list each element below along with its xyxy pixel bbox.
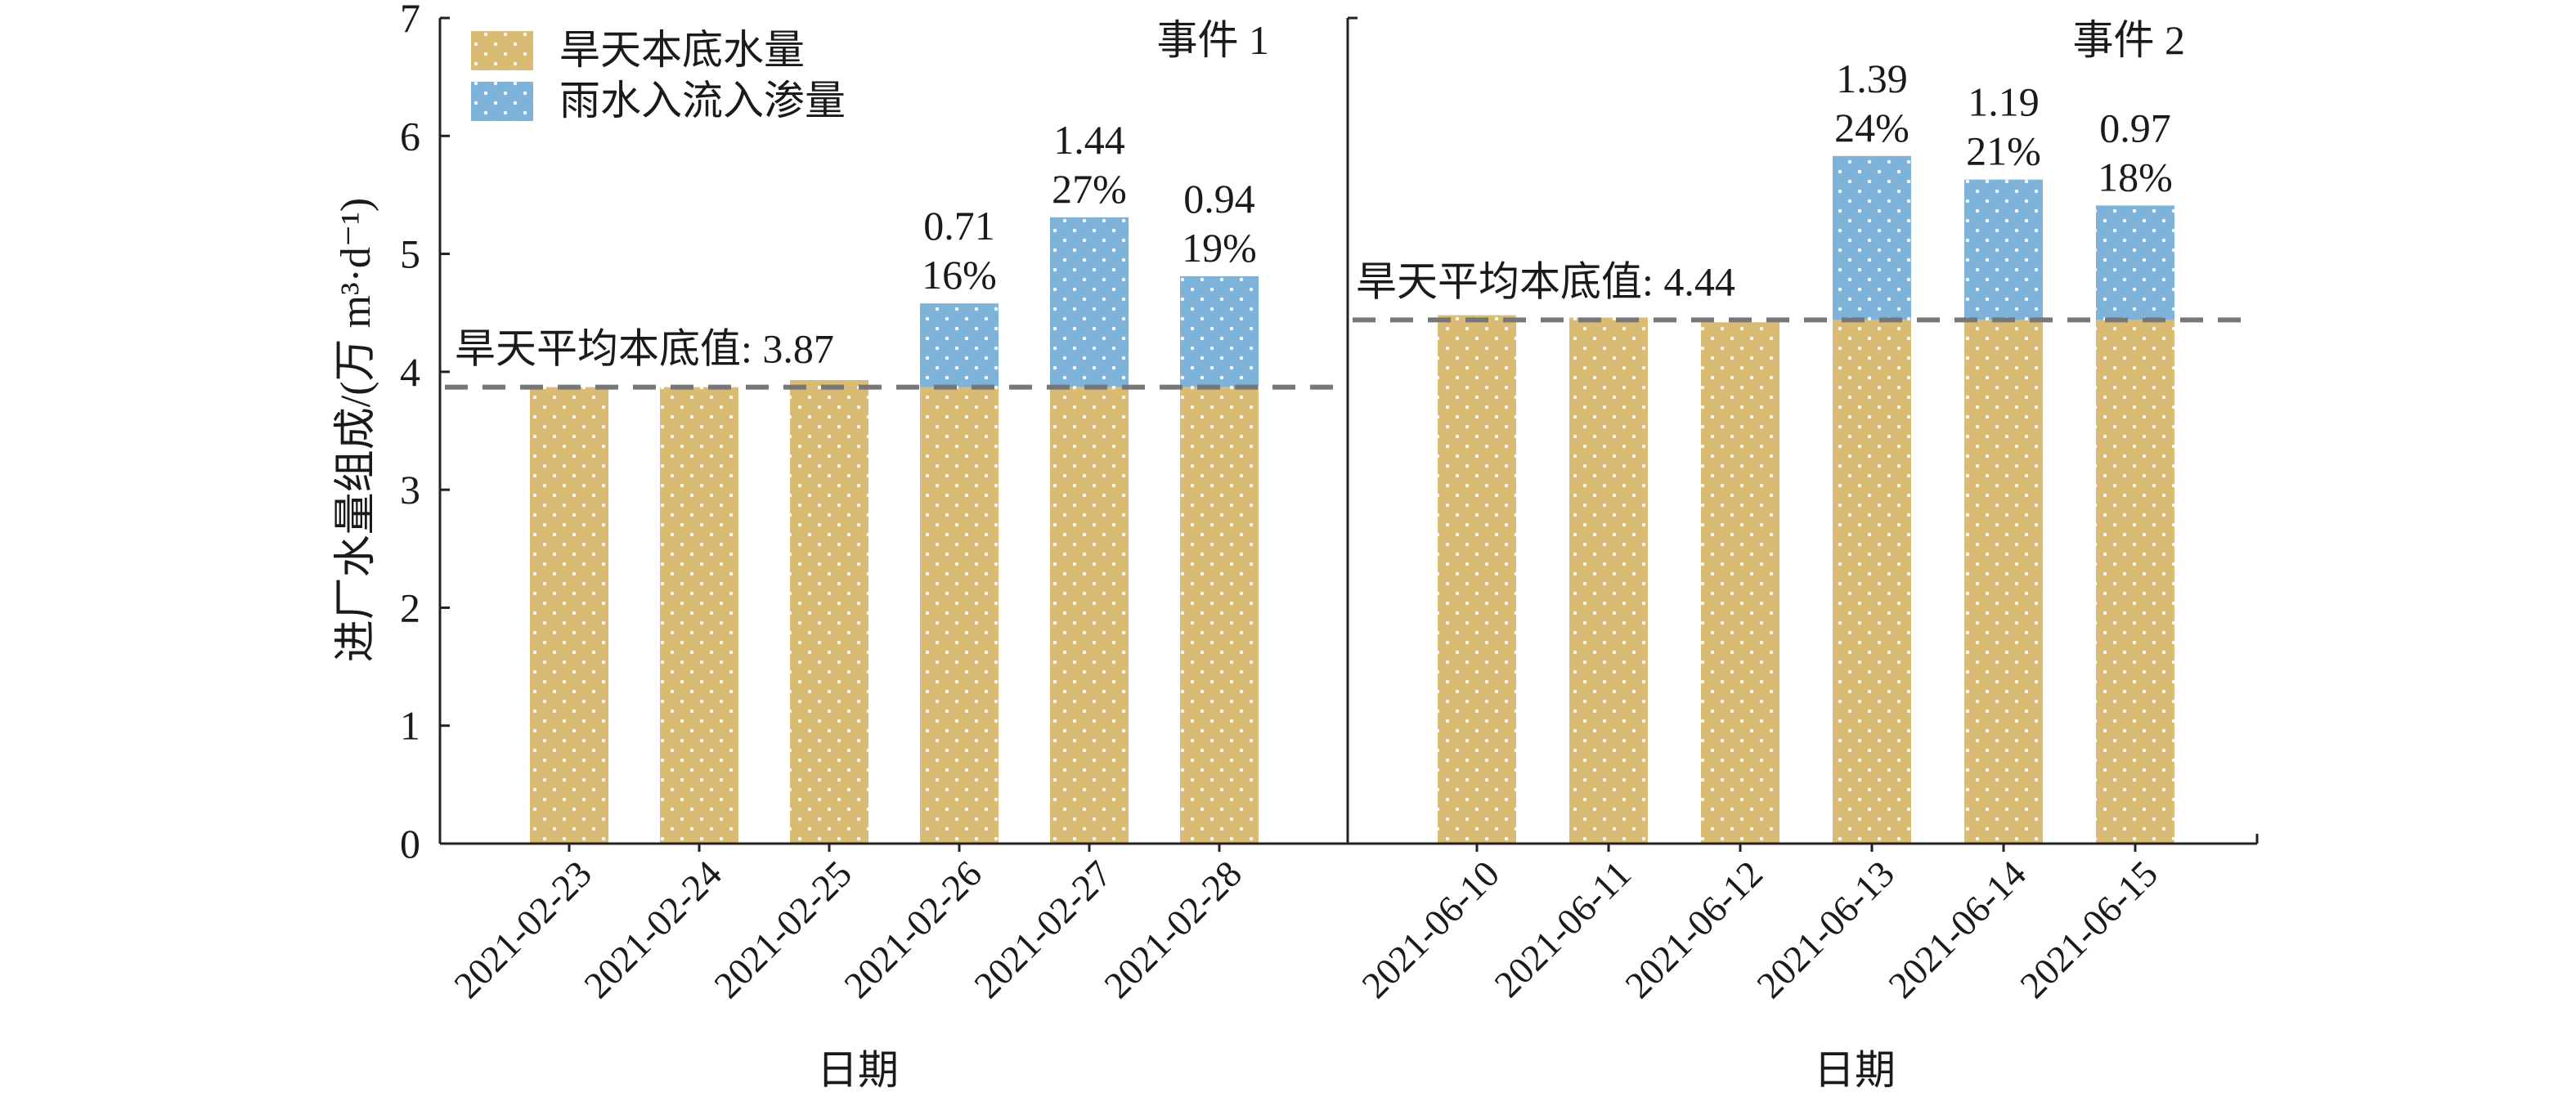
x-axis-title: 日期 [817, 1047, 899, 1093]
y-axis-title: 进厂水量组成/(万 m³·d⁻¹) [333, 198, 379, 662]
data-label-percent: 18% [2098, 154, 2173, 199]
x-tick-label: 2021-02-28 [1096, 853, 1250, 1006]
y-tick-label: 5 [400, 231, 420, 277]
baseline-label: 旱天平均本底值: 4.44 [1356, 258, 1735, 304]
bar [790, 379, 868, 844]
bar [920, 303, 999, 387]
x-tick-label: 2021-02-27 [966, 853, 1120, 1006]
data-label-percent: 24% [1834, 105, 1910, 150]
legend-swatch [471, 82, 533, 121]
x-tick-label: 2021-06-14 [1880, 853, 2034, 1006]
x-tick-label: 2021-02-24 [576, 853, 729, 1006]
y-tick-label: 4 [400, 349, 420, 395]
data-label-percent: 21% [1966, 128, 2041, 174]
x-tick-label: 2021-06-15 [2012, 853, 2165, 1006]
bar [1050, 217, 1129, 387]
x-axis-title: 日期 [1814, 1047, 1896, 1093]
y-tick-label: 1 [400, 703, 420, 749]
x-tick-label: 2021-02-26 [836, 853, 990, 1006]
x-tick-label: 2021-02-23 [446, 853, 599, 1006]
data-label: 1.39 [1836, 56, 1908, 101]
axes-layer [438, 16, 2259, 852]
bar [1964, 320, 2043, 844]
bars-layer [530, 155, 2174, 844]
x-tick-label: 2021-06-10 [1353, 853, 1507, 1006]
legend-label: 雨水入流入渗量 [559, 78, 846, 123]
legend-label: 旱天本底水量 [559, 27, 805, 73]
x-tick-label: 2021-02-25 [706, 853, 859, 1006]
bar [1438, 315, 1516, 844]
data-label: 0.94 [1183, 176, 1255, 222]
data-label: 0.97 [2099, 105, 2171, 150]
legend-swatch [471, 31, 533, 70]
y-tick-label: 6 [400, 113, 420, 159]
bar [1180, 387, 1259, 844]
y-tick-label: 2 [400, 584, 420, 630]
data-label: 1.44 [1053, 117, 1125, 163]
bar [1180, 275, 1259, 387]
bar [2096, 320, 2174, 844]
event-label: 事件 1 [1157, 17, 1270, 63]
y-tick-label: 0 [400, 821, 420, 866]
x-tick-label: 2021-06-13 [1748, 853, 1902, 1006]
bar [530, 387, 608, 844]
bar [1964, 179, 2043, 320]
x-tick-label: 2021-06-11 [1486, 853, 1639, 1005]
bar [1701, 322, 1779, 844]
data-label: 1.19 [1968, 79, 2040, 125]
bar [1833, 155, 1911, 320]
bar [920, 387, 999, 844]
baseline-label: 旱天平均本底值: 3.87 [455, 326, 834, 372]
bar [2096, 205, 2174, 320]
y-tick-label: 3 [400, 467, 420, 513]
bar [660, 387, 738, 844]
data-label-percent: 16% [922, 252, 997, 298]
bar [1833, 320, 1911, 844]
event-label: 事件 2 [2073, 17, 2186, 63]
y-tick-label: 7 [400, 0, 420, 41]
data-label-percent: 27% [1052, 166, 1127, 212]
bar [1569, 317, 1648, 844]
data-label: 0.71 [923, 203, 995, 249]
x-tick-label: 2021-06-12 [1617, 853, 1770, 1006]
bar [1050, 387, 1129, 844]
data-label-percent: 19% [1182, 225, 1257, 271]
